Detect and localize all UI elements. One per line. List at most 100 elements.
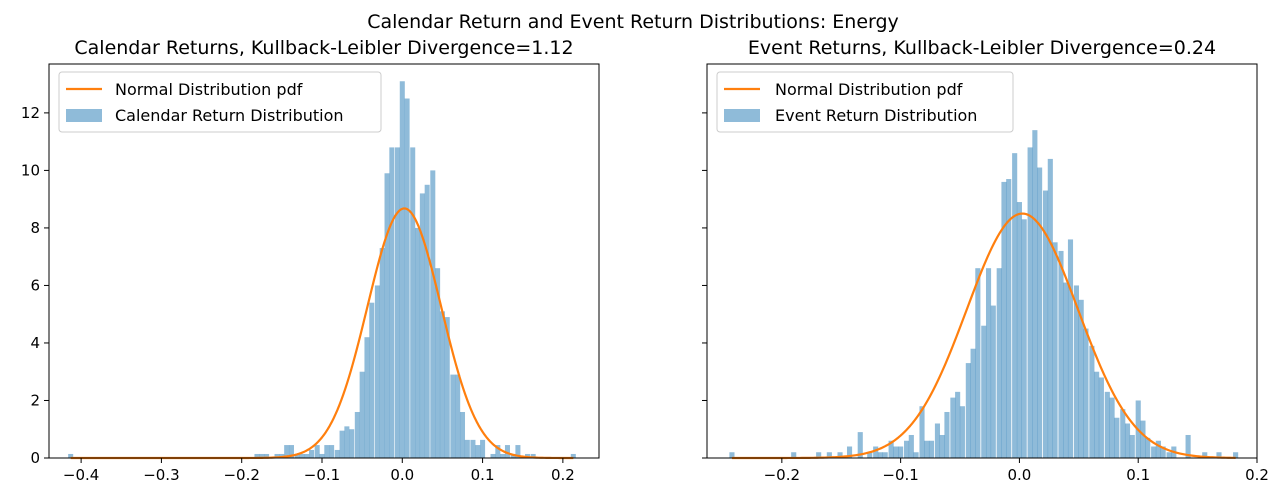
- y-tick-label: 12: [21, 104, 40, 122]
- histogram-bar: [888, 440, 894, 458]
- histogram-bar: [857, 432, 863, 458]
- histogram-bar: [1089, 345, 1095, 458]
- histogram-bar: [1083, 328, 1089, 458]
- histogram-bar: [1155, 440, 1161, 458]
- y-tick-label: 8: [30, 219, 40, 237]
- normal-pdf-line: [70, 207, 574, 460]
- x-tick-label: 0.0: [390, 466, 414, 484]
- histogram-bar: [264, 453, 270, 458]
- histogram-bar: [893, 446, 899, 458]
- histogram-bar: [1021, 219, 1027, 458]
- histogram-bar: [1185, 434, 1191, 458]
- y-tick-label: 4: [30, 334, 40, 352]
- histogram-bar: [1151, 446, 1157, 458]
- histogram-bar: [924, 440, 930, 458]
- histogram-bar: [430, 170, 436, 458]
- histogram-bar: [324, 445, 330, 458]
- event-panel-title: Event Returns, Kullback-Leibler Divergen…: [748, 37, 1216, 59]
- histogram-bar: [334, 449, 340, 458]
- axes-frame: [706, 63, 1258, 459]
- histogram-bar: [415, 227, 421, 458]
- histogram-bar: [846, 446, 853, 458]
- x-tick-label: −0.4: [63, 466, 99, 484]
- histogram-bar: [791, 452, 797, 458]
- histogram-bar: [1129, 434, 1135, 458]
- x-tick-label: 0.1: [1126, 466, 1150, 484]
- event-histogram: [729, 130, 1239, 459]
- y-tick-label: 10: [21, 161, 40, 179]
- calendar-panel-title: Calendar Returns, Kullback-Leibler Diver…: [74, 37, 573, 59]
- histogram-bar: [1166, 452, 1172, 458]
- histogram-bar: [1145, 437, 1151, 458]
- x-tick-label: −0.3: [143, 466, 179, 484]
- histogram-bar: [1098, 377, 1104, 458]
- histogram-bar: [1067, 239, 1074, 458]
- histogram-bar: [1027, 147, 1033, 458]
- histogram-bar: [955, 391, 961, 458]
- histogram-bar: [309, 449, 315, 458]
- histogram-bar: [444, 317, 450, 458]
- histogram-bar: [1216, 452, 1222, 458]
- histogram-bar: [435, 268, 441, 458]
- histogram-bar: [1012, 153, 1018, 458]
- legend-histogram-swatch: [66, 109, 102, 122]
- x-tick-label: 0.2: [551, 466, 575, 484]
- histogram-bar: [1016, 202, 1022, 458]
- histogram-bar: [510, 453, 516, 458]
- histogram-bar: [1109, 397, 1115, 458]
- histogram-bar: [304, 453, 310, 458]
- histogram-bar: [344, 426, 350, 458]
- histogram-bar: [1043, 190, 1049, 459]
- y-tick-label: 0: [30, 449, 40, 467]
- histogram-bar: [928, 440, 935, 458]
- histogram-bar: [1037, 167, 1043, 458]
- histogram-bar: [1120, 409, 1126, 458]
- event-returns-panel: Event Returns, Kullback-Leibler Divergen…: [702, 37, 1269, 484]
- histogram-bar: [837, 452, 843, 458]
- histogram-bar: [389, 147, 395, 458]
- histogram-bar: [729, 452, 735, 458]
- histogram-bar: [944, 411, 950, 458]
- histogram-bar: [339, 430, 345, 458]
- histogram-bar: [1233, 452, 1239, 458]
- histogram-bar: [374, 285, 380, 458]
- x-tick-label: 0.2: [1245, 466, 1269, 484]
- histogram-bar: [294, 453, 300, 458]
- histogram-bar: [490, 453, 496, 458]
- histogram-bar: [284, 445, 290, 458]
- histogram-bar: [259, 453, 265, 458]
- x-tick-label: −0.2: [764, 466, 800, 484]
- histogram-bar: [873, 446, 879, 458]
- histogram-bar: [816, 452, 822, 458]
- histogram-bar: [384, 173, 390, 458]
- histogram-bar: [399, 81, 405, 458]
- histogram-bar: [1073, 285, 1079, 458]
- histogram-bar: [1032, 130, 1038, 458]
- histogram-bar: [450, 374, 456, 458]
- histogram-bar: [877, 452, 883, 458]
- histogram-bar: [1104, 391, 1110, 458]
- histogram-bar: [504, 445, 510, 458]
- histogram-bar: [68, 453, 74, 458]
- y-tick-label: 6: [30, 276, 40, 294]
- histogram-bar: [985, 268, 992, 458]
- histogram-bar: [908, 434, 914, 458]
- histogram-bar: [826, 452, 832, 458]
- histogram-bar: [379, 248, 385, 458]
- histogram-bar: [959, 406, 965, 458]
- histogram-bar: [1202, 452, 1208, 458]
- histogram-bar: [410, 147, 416, 458]
- legend-histogram-label: Calendar Return Distribution: [115, 106, 344, 125]
- legend-pdf-label: Normal Distribution pdf: [775, 80, 963, 99]
- calendar-returns-panel: Calendar Returns, Kullback-Leibler Diver…: [21, 37, 600, 484]
- histogram-bar: [439, 311, 445, 458]
- histogram-bar: [1160, 446, 1166, 458]
- histogram-bar: [1078, 299, 1084, 458]
- histogram-bar: [369, 302, 375, 458]
- histogram-bar: [359, 371, 365, 458]
- histogram-bar: [1094, 371, 1100, 458]
- histogram-bar: [867, 452, 873, 458]
- histogram-bar: [990, 305, 996, 458]
- histogram-bar: [254, 453, 260, 458]
